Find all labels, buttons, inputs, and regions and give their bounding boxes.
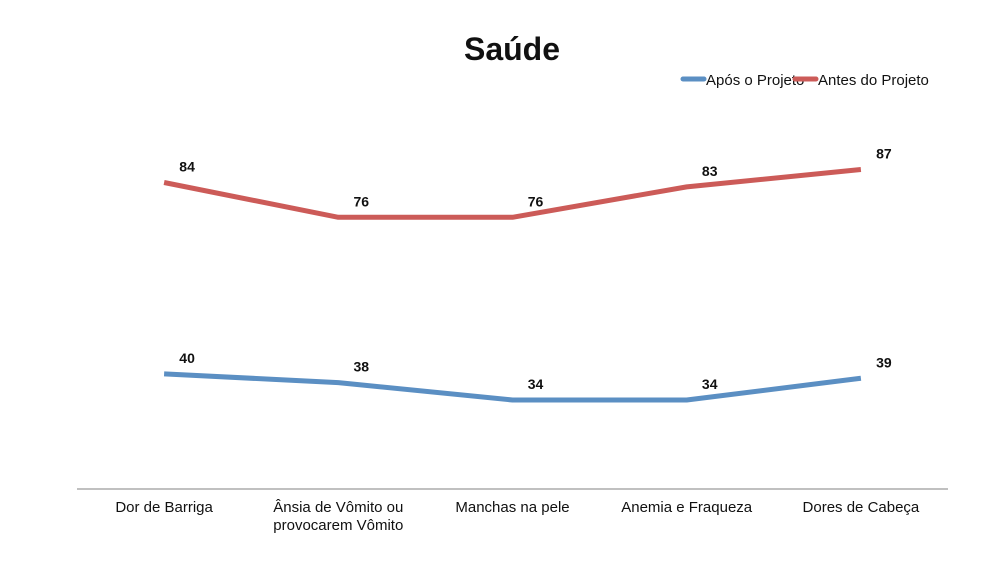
data-label-antes-3: 83 — [702, 163, 718, 179]
x-tick-label: Dor de Barriga — [115, 499, 213, 516]
series-line-apos — [163, 371, 862, 403]
data-label-antes-4: 87 — [876, 145, 892, 161]
data-label-apos-4: 39 — [876, 354, 892, 370]
chart-title: Saúde — [464, 31, 560, 67]
x-tick-label: Dores de Cabeça — [803, 499, 920, 516]
data-labels: 40 38 34 34 39 84 76 76 83 87 — [179, 145, 892, 392]
data-label-apos-0: 40 — [179, 350, 195, 366]
data-label-apos-1: 38 — [354, 359, 370, 375]
legend-label-antes: Antes do Projeto — [818, 72, 929, 89]
x-axis-tick-labels: Dor de Barriga Ânsia de Vômito ou provocar… — [115, 499, 920, 534]
data-label-antes-2: 76 — [528, 193, 544, 209]
data-label-antes-1: 76 — [354, 193, 370, 209]
legend: Após o Projeto Antes do Projeto — [680, 72, 929, 89]
x-tick-label: Ânsia de Vômito ou provocarem Vômito — [273, 499, 403, 534]
series-line-antes — [163, 166, 862, 220]
x-tick-label: Manchas na pele — [455, 499, 569, 516]
series-layer — [163, 166, 862, 403]
legend-label-apos: Após o Projeto — [706, 72, 804, 89]
data-label-antes-0: 84 — [179, 159, 195, 175]
data-label-apos-3: 34 — [702, 376, 718, 392]
data-label-apos-2: 34 — [528, 376, 544, 392]
x-tick-label: Anemia e Fraqueza — [621, 499, 753, 516]
